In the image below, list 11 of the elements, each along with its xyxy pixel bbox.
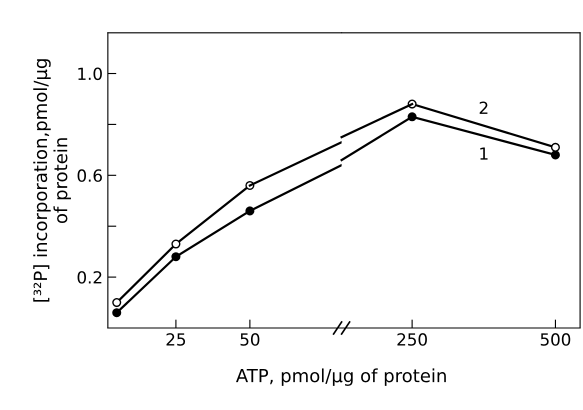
x-tick-label: 500 xyxy=(540,333,570,346)
x-tick-label: 25 xyxy=(166,333,186,346)
y-axis-title: [³²P] incorporation,pmol/μg of protein xyxy=(33,59,71,302)
x-tick-label: 50 xyxy=(240,333,260,346)
x-axis-title: ATP, pmol/μg of protein xyxy=(236,368,446,386)
y-tick-label: 0.6 xyxy=(78,169,102,182)
y-tick-label: 1.0 xyxy=(78,67,102,80)
series-label: 2 xyxy=(480,102,488,114)
y-tick-label: 0.2 xyxy=(78,271,102,284)
x-tick-label: 250 xyxy=(397,333,427,346)
series-label: 1 xyxy=(480,147,488,160)
